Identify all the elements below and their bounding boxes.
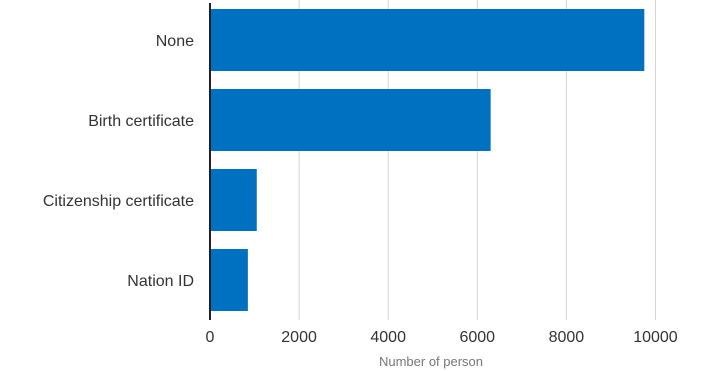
- y-category-label-nation-id: Nation ID: [127, 273, 194, 290]
- y-category-label-none: None: [156, 33, 194, 50]
- x-tick-label-2000: 2000: [281, 329, 317, 346]
- labels: 0 2000 4000 6000 8000 10000 None Birth certific…: [43, 33, 678, 346]
- bar-birth-certificate: [210, 89, 491, 151]
- x-tick-label-6000: 6000: [459, 329, 495, 346]
- bar-citizenship-certificate: [210, 169, 257, 231]
- x-tick-label-0: 0: [206, 329, 215, 346]
- x-axis-title: Number of person: [379, 354, 483, 369]
- bars: [210, 9, 645, 311]
- x-tick-label-8000: 8000: [549, 329, 585, 346]
- x-tick-label-10000: 10000: [633, 329, 678, 346]
- x-tick-label-4000: 4000: [370, 329, 406, 346]
- bar-none: [210, 9, 645, 71]
- y-category-label-birth-certificate: Birth certificate: [88, 113, 194, 130]
- y-category-label-citizenship-certificate: Citizenship certificate: [43, 193, 194, 210]
- bar-nation-id: [210, 249, 248, 311]
